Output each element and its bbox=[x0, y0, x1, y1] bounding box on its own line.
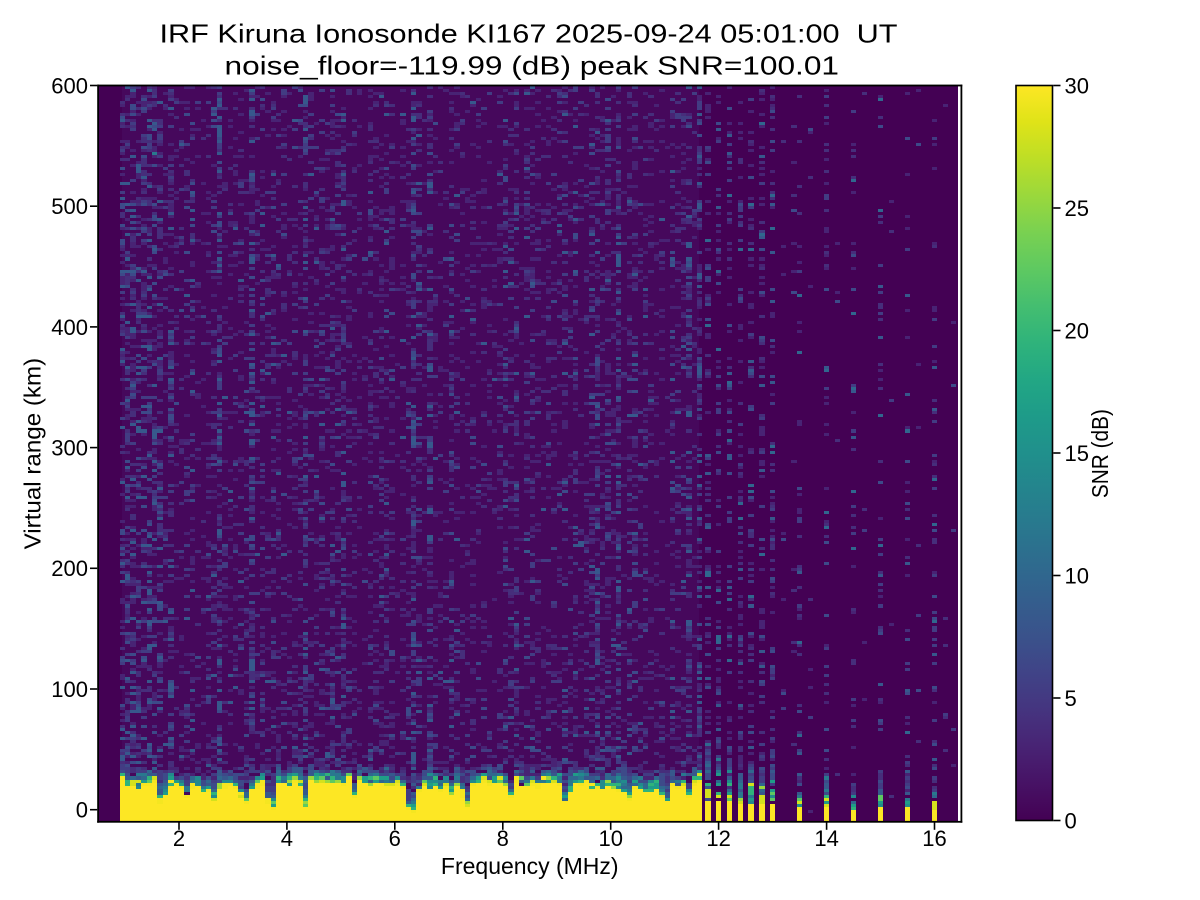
svg-text:2: 2 bbox=[173, 826, 185, 851]
svg-text:0: 0 bbox=[76, 798, 88, 823]
svg-text:10: 10 bbox=[1065, 563, 1089, 588]
svg-text:16: 16 bbox=[922, 826, 946, 851]
svg-text:5: 5 bbox=[1065, 686, 1077, 711]
svg-text:noise_floor=-119.99 (dB) peak: noise_floor=-119.99 (dB) peak SNR=100.01 bbox=[225, 51, 840, 81]
svg-text:14: 14 bbox=[814, 826, 838, 851]
svg-text:25: 25 bbox=[1065, 196, 1089, 221]
svg-text:15: 15 bbox=[1065, 441, 1089, 466]
svg-text:SNR (dB): SNR (dB) bbox=[1087, 409, 1113, 498]
svg-text:0: 0 bbox=[1065, 808, 1077, 833]
svg-text:8: 8 bbox=[497, 826, 509, 851]
svg-text:Frequency (MHz): Frequency (MHz) bbox=[441, 853, 619, 879]
svg-text:20: 20 bbox=[1065, 318, 1089, 343]
svg-text:12: 12 bbox=[706, 826, 730, 851]
svg-text:30: 30 bbox=[1065, 73, 1089, 98]
svg-text:6: 6 bbox=[389, 826, 401, 851]
svg-text:Virtual range (km): Virtual range (km) bbox=[20, 358, 46, 550]
svg-text:400: 400 bbox=[51, 315, 88, 340]
svg-text:IRF Kiruna Ionosonde KI167 202: IRF Kiruna Ionosonde KI167 2025-09-24 05… bbox=[160, 19, 898, 49]
svg-text:100: 100 bbox=[51, 677, 88, 702]
svg-text:200: 200 bbox=[51, 556, 88, 581]
svg-text:500: 500 bbox=[51, 194, 88, 219]
svg-text:4: 4 bbox=[281, 826, 293, 851]
svg-text:10: 10 bbox=[598, 826, 622, 851]
svg-text:300: 300 bbox=[51, 436, 88, 461]
svg-text:600: 600 bbox=[51, 73, 88, 98]
